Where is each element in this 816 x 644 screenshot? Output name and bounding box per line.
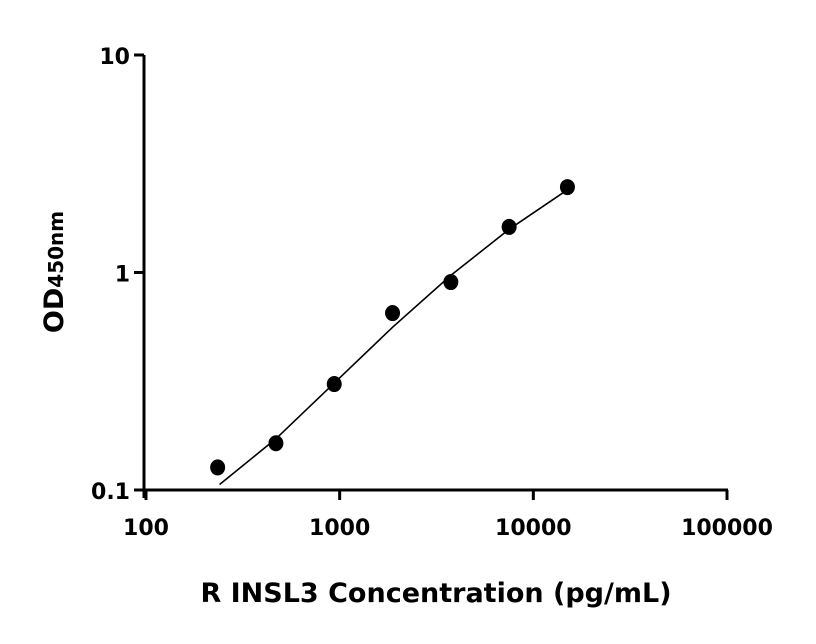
y-axis-label-sub: 450nm	[44, 211, 68, 288]
y-tick-label: 10	[99, 45, 130, 70]
x-tick-label: 1000	[309, 516, 370, 541]
data-point	[501, 218, 517, 235]
y-axis-label: OD450nm	[39, 211, 70, 333]
ticks: 100 1000 10000 100000 0.1 1 10	[91, 45, 773, 541]
y-axis-label-main: OD	[39, 288, 70, 333]
data-point	[210, 459, 226, 476]
x-axis-label: R INSL3 Concentration (pg/mL)	[200, 578, 671, 609]
data-point	[385, 305, 401, 322]
x-tick-label: 100000	[681, 516, 773, 541]
x-tick-label: 10000	[495, 516, 572, 541]
data-point	[326, 376, 342, 393]
data-points	[210, 179, 575, 476]
y-tick-label: 1	[115, 263, 130, 288]
y-tick-label: 0.1	[91, 480, 130, 505]
data-point	[559, 179, 575, 196]
data-point	[443, 274, 459, 291]
axes	[142, 55, 728, 498]
data-point	[268, 435, 284, 452]
x-tick-label: 100	[123, 516, 169, 541]
